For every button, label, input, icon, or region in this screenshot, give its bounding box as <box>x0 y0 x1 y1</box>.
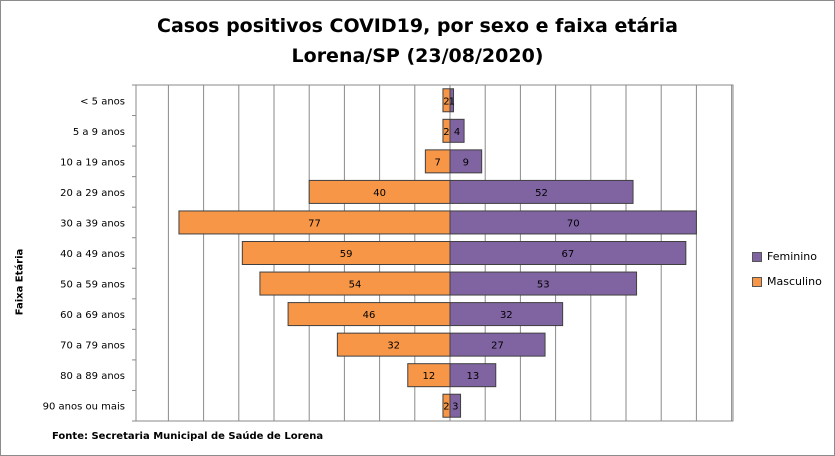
data-label-masculino: 7 <box>434 157 440 168</box>
bar-feminino <box>449 363 497 388</box>
data-label-feminino: 52 <box>535 188 548 199</box>
data-label-feminino: 13 <box>467 371 480 382</box>
data-label-feminino: 67 <box>562 249 575 260</box>
data-label-feminino: 1 <box>449 96 455 107</box>
data-label-feminino: 27 <box>491 341 504 352</box>
y-tick-label: 50 a 59 anos <box>60 280 125 291</box>
data-label-feminino: 53 <box>537 280 550 291</box>
bar-feminino <box>449 149 483 174</box>
source-note: Fonte: Secretaria Municipal de Saúde de … <box>52 431 324 442</box>
chart-subtitle: Lorena/SP (23/08/2020) <box>291 45 544 67</box>
data-label-feminino: 9 <box>463 157 469 168</box>
bar-feminino <box>449 393 462 418</box>
y-tick-label: 90 anos ou mais <box>43 402 125 413</box>
data-label-masculino: 2 <box>443 402 449 413</box>
legend: Feminino Masculino <box>752 244 822 294</box>
bar-feminino <box>449 302 564 327</box>
legend-item-feminino: Feminino <box>752 244 822 269</box>
bar-feminino <box>449 271 638 296</box>
bar-feminino <box>449 118 465 143</box>
data-label-masculino: 2 <box>443 96 449 107</box>
legend-item-masculino: Masculino <box>752 269 822 294</box>
data-label-masculino: 2 <box>443 127 449 138</box>
legend-swatch-feminino <box>752 251 762 262</box>
data-label-feminino: 70 <box>567 218 580 229</box>
y-tick-label: 60 a 69 anos <box>60 310 125 321</box>
y-tick-label: 10 a 19 anos <box>60 157 125 168</box>
chart-title: Casos positivos COVID19, por sexo e faix… <box>157 15 678 37</box>
data-label-masculino: 54 <box>349 280 362 291</box>
data-label-feminino: 32 <box>500 310 513 321</box>
data-label-feminino: 4 <box>454 127 460 138</box>
y-tick-label: 5 a 9 anos <box>73 127 125 138</box>
y-tick-label: 70 a 79 anos <box>60 341 125 352</box>
legend-label-masculino: Masculino <box>767 275 822 288</box>
data-label-masculino: 12 <box>423 371 436 382</box>
plot-area <box>135 84 734 422</box>
data-label-masculino: 77 <box>308 218 321 229</box>
bar-feminino <box>449 88 455 113</box>
bar-feminino <box>449 210 697 235</box>
data-label-masculino: 32 <box>387 341 400 352</box>
data-label-masculino: 46 <box>363 310 376 321</box>
y-tick-label: < 5 anos <box>80 96 125 107</box>
y-tick-label: 20 a 29 anos <box>60 188 125 199</box>
data-label-masculino: 59 <box>340 249 353 260</box>
y-tick-label: 40 a 49 anos <box>60 249 125 260</box>
legend-label-feminino: Feminino <box>767 250 817 263</box>
y-tick-label: 80 a 89 anos <box>60 371 125 382</box>
y-tick-label: 30 a 39 anos <box>60 218 125 229</box>
legend-swatch-masculino <box>752 276 762 287</box>
bar-feminino <box>449 179 634 204</box>
data-label-masculino: 40 <box>373 188 386 199</box>
data-label-feminino: 3 <box>452 402 458 413</box>
bar-feminino <box>449 241 687 265</box>
bar-feminino <box>449 332 546 357</box>
